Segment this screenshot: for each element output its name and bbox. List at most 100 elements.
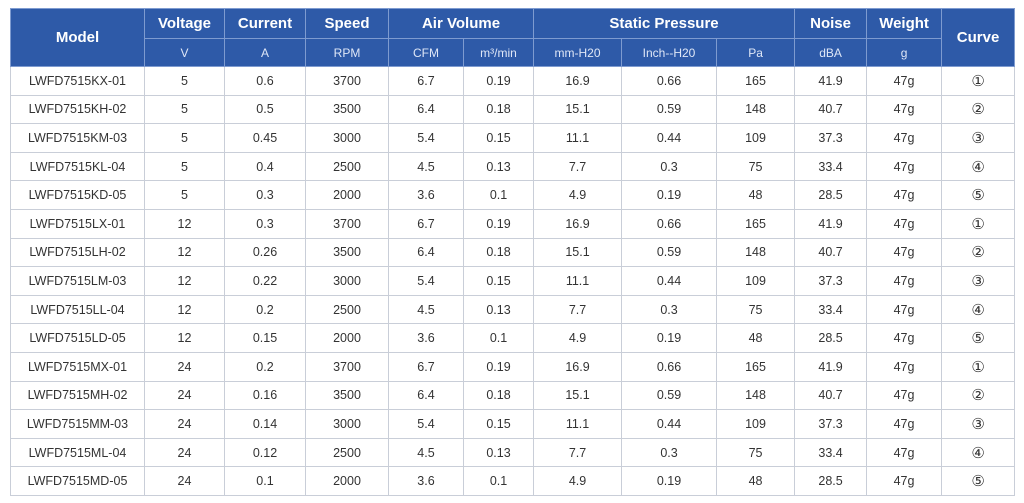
cell-pa: 75 [716, 151, 796, 182]
cell-inch-h20: 0.59 [621, 94, 718, 125]
cell-weight: 47g [866, 180, 943, 210]
cell-cfm: 5.4 [388, 409, 464, 439]
cell-curve: ② [941, 237, 1016, 268]
cell-m3-min: 0.15 [462, 409, 535, 439]
table-row: LWFD7515LH-02 12 0.26 3500 6.4 0.18 15.1 0.59 14… [10, 237, 1016, 268]
cell-mm-h20: 16.9 [533, 208, 623, 239]
cell-pa: 165 [716, 66, 796, 96]
cell-pa: 148 [716, 380, 796, 411]
cell-dba: 28.5 [794, 180, 868, 210]
fan-spec-table: Model Voltage Current Speed Air Volume S… [10, 8, 1016, 496]
header-static-pressure: Static Pressure [533, 8, 796, 39]
cell-cfm: 3.6 [388, 466, 464, 496]
cell-weight: 47g [866, 409, 943, 439]
cell-curve: ② [941, 94, 1016, 125]
cell-model: LWFD7515MH-02 [10, 380, 145, 411]
cell-mm-h20: 4.9 [533, 466, 623, 496]
cell-pa: 109 [716, 409, 796, 439]
table-row: LWFD7515LD-05 12 0.15 2000 3.6 0.1 4.9 0.19 48 28… [10, 323, 1016, 353]
cell-voltage: 24 [144, 351, 225, 382]
cell-curve: ⑤ [941, 180, 1016, 210]
cell-dba: 33.4 [794, 437, 868, 468]
cell-dba: 40.7 [794, 94, 868, 125]
cell-dba: 28.5 [794, 466, 868, 496]
cell-curve: ⑤ [941, 323, 1016, 353]
cell-model: LWFD7515LH-02 [10, 237, 145, 268]
cell-voltage: 5 [144, 123, 225, 153]
cell-current: 0.14 [224, 409, 306, 439]
cell-cfm: 6.7 [388, 208, 464, 239]
cell-inch-h20: 0.3 [621, 151, 718, 182]
cell-cfm: 6.4 [388, 94, 464, 125]
cell-weight: 47g [866, 294, 943, 325]
header-speed: Speed [305, 8, 389, 39]
cell-cfm: 4.5 [388, 151, 464, 182]
unit-pa: Pa [716, 38, 796, 67]
cell-voltage: 24 [144, 380, 225, 411]
cell-current: 0.1 [224, 466, 306, 496]
cell-m3-min: 0.13 [462, 437, 535, 468]
cell-weight: 47g [866, 94, 943, 125]
cell-curve: ③ [941, 123, 1016, 153]
cell-m3-min: 0.18 [462, 237, 535, 268]
cell-current: 0.12 [224, 437, 306, 468]
cell-mm-h20: 7.7 [533, 294, 623, 325]
cell-voltage: 5 [144, 94, 225, 125]
header-weight: Weight [866, 8, 943, 39]
cell-weight: 47g [866, 323, 943, 353]
cell-speed: 3500 [305, 380, 389, 411]
cell-speed: 3000 [305, 409, 389, 439]
cell-dba: 40.7 [794, 380, 868, 411]
cell-curve: ① [941, 66, 1016, 96]
table-row: LWFD7515KX-01 5 0.6 3700 6.7 0.19 16.9 0.66 165 4… [10, 66, 1016, 96]
cell-pa: 48 [716, 323, 796, 353]
cell-dba: 37.3 [794, 409, 868, 439]
cell-mm-h20: 11.1 [533, 266, 623, 296]
cell-cfm: 4.5 [388, 437, 464, 468]
cell-curve: ① [941, 351, 1016, 382]
cell-current: 0.45 [224, 123, 306, 153]
cell-inch-h20: 0.19 [621, 466, 718, 496]
table-row: LWFD7515LM-03 12 0.22 3000 5.4 0.15 11.1 0.44 10… [10, 266, 1016, 296]
unit-voltage: V [144, 38, 225, 67]
header-curve: Curve [941, 8, 1016, 67]
cell-speed: 3500 [305, 237, 389, 268]
cell-inch-h20: 0.19 [621, 180, 718, 210]
cell-speed: 2000 [305, 466, 389, 496]
cell-m3-min: 0.1 [462, 180, 535, 210]
cell-weight: 47g [866, 237, 943, 268]
cell-voltage: 5 [144, 151, 225, 182]
unit-m3-min: m³/min [462, 38, 535, 67]
cell-dba: 41.9 [794, 351, 868, 382]
cell-cfm: 5.4 [388, 123, 464, 153]
cell-dba: 28.5 [794, 323, 868, 353]
cell-current: 0.22 [224, 266, 306, 296]
cell-voltage: 12 [144, 208, 225, 239]
cell-weight: 47g [866, 208, 943, 239]
cell-curve: ④ [941, 294, 1016, 325]
cell-mm-h20: 7.7 [533, 151, 623, 182]
cell-current: 0.3 [224, 208, 306, 239]
cell-mm-h20: 11.1 [533, 409, 623, 439]
cell-mm-h20: 15.1 [533, 237, 623, 268]
cell-pa: 148 [716, 94, 796, 125]
cell-current: 0.2 [224, 351, 306, 382]
cell-m3-min: 0.1 [462, 466, 535, 496]
cell-cfm: 6.4 [388, 380, 464, 411]
cell-cfm: 6.4 [388, 237, 464, 268]
cell-model: LWFD7515MM-03 [10, 409, 145, 439]
table-row: LWFD7515KM-03 5 0.45 3000 5.4 0.15 11.1 0.44 109… [10, 123, 1016, 153]
cell-mm-h20: 4.9 [533, 323, 623, 353]
table-row: LWFD7515KD-05 5 0.3 2000 3.6 0.1 4.9 0.19 48 28.5… [10, 180, 1016, 210]
cell-m3-min: 0.15 [462, 123, 535, 153]
cell-curve: ④ [941, 437, 1016, 468]
cell-pa: 109 [716, 266, 796, 296]
cell-cfm: 4.5 [388, 294, 464, 325]
cell-mm-h20: 15.1 [533, 380, 623, 411]
cell-curve: ④ [941, 151, 1016, 182]
cell-voltage: 12 [144, 323, 225, 353]
table-row: LWFD7515ML-04 24 0.12 2500 4.5 0.13 7.7 0.3 75 33… [10, 437, 1016, 468]
cell-dba: 33.4 [794, 151, 868, 182]
cell-m3-min: 0.19 [462, 208, 535, 239]
table-row: LWFD7515MX-01 24 0.2 3700 6.7 0.19 16.9 0.66 165… [10, 351, 1016, 382]
